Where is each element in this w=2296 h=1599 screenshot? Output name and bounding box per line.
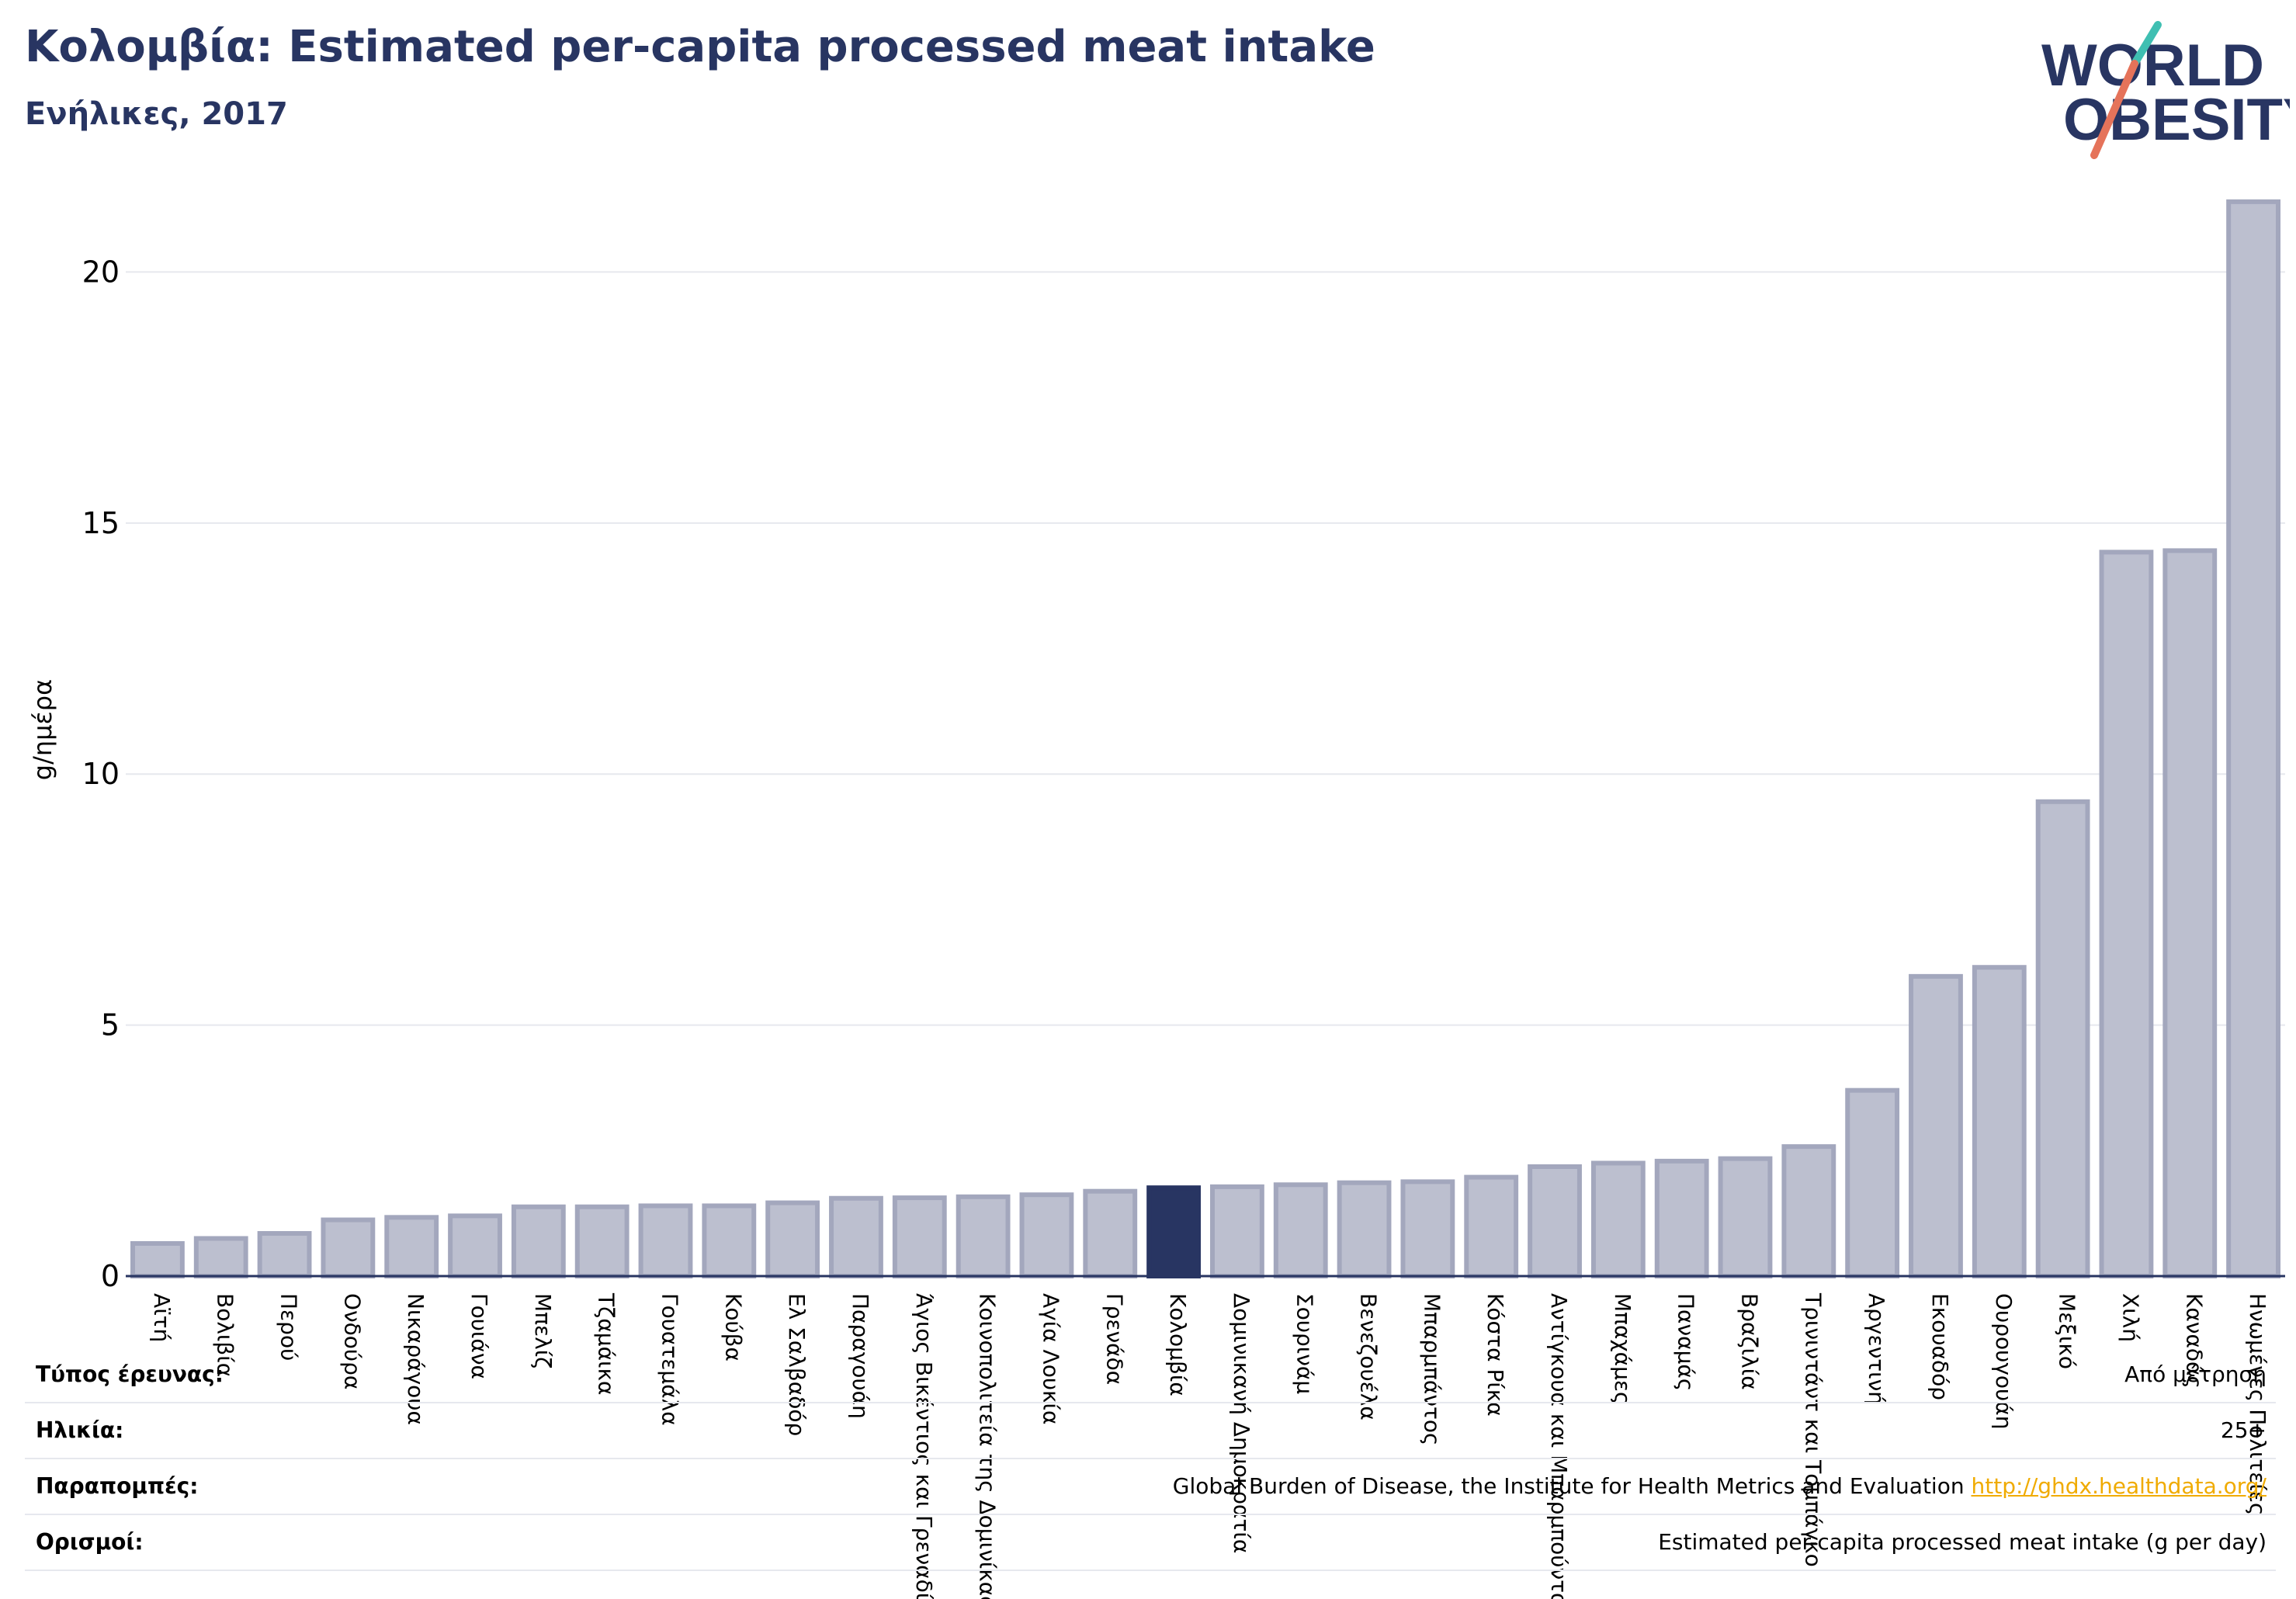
info-row-survey-type: Τύπος έρευνας: Από μέτρηση (25, 1348, 2276, 1403)
bar (1083, 1188, 1138, 1278)
x-tick-label: Μπελίζ (530, 1293, 556, 1368)
bar (892, 1195, 947, 1279)
x-tick-label: Ελ Σαλβαδόρ (784, 1293, 810, 1436)
x-tick-label: Ηνωμένες Πολιτείες (2245, 1293, 2270, 1515)
bar (956, 1194, 1011, 1279)
x-tick-label: Κόστα Ρίκα (1483, 1293, 1508, 1417)
reference-link[interactable]: http://ghdx.healthdata.org/ (1971, 1473, 2267, 1499)
bar (638, 1203, 693, 1279)
bar (1909, 973, 1963, 1278)
bar (130, 1240, 185, 1279)
bar (384, 1215, 439, 1278)
x-tick-label: Βενεζουέλα (1356, 1293, 1382, 1420)
x-tick-label: Μεξικό (2055, 1293, 2080, 1369)
bar (829, 1195, 883, 1278)
bar (2035, 799, 2090, 1278)
x-tick-label: Βραζιλία (1737, 1293, 1763, 1390)
info-value-references: Global Burden of Disease, the Institute … (1173, 1473, 2267, 1499)
bars (130, 199, 2280, 1279)
x-axis-labels: Αϊτή Βολιβία Περού Ονδούρα Νικαράγουα Γουιάνα… (149, 1292, 2270, 1599)
bar (1781, 1144, 1836, 1278)
bar (2099, 550, 2154, 1278)
x-tick-label: Μπαρμπάντος (1419, 1293, 1445, 1445)
info-row-age: Ηλικία: 25+ (25, 1403, 2276, 1459)
info-value: Estimated per-capita processed meat inta… (1658, 1529, 2267, 1555)
bar (702, 1203, 757, 1279)
x-tick-label: Παναμάς (1673, 1293, 1699, 1391)
x-tick-label: Γουιάνα (466, 1293, 492, 1379)
info-label: Ηλικία: (36, 1417, 124, 1443)
x-tick-label: Ουρουγουάη (1991, 1293, 2017, 1429)
bar (193, 1236, 248, 1279)
y-axis-ticks: 0 5 10 15 20 (82, 255, 120, 1293)
bar (511, 1204, 566, 1279)
bar (1210, 1184, 1264, 1279)
bar (1528, 1164, 1582, 1278)
y-tick-label: 0 (101, 1259, 120, 1293)
x-tick-label: Δομινικανή Δημοκρατία (1229, 1293, 1254, 1553)
bar (574, 1204, 629, 1279)
x-tick-label: Γουατεμάλα (657, 1293, 683, 1426)
bar (1400, 1179, 1455, 1279)
x-tick-label: Παραγουάη (848, 1293, 873, 1419)
bar (765, 1200, 820, 1279)
x-tick-label: Τρινιντάντ και Τομπάγκο (1800, 1292, 1826, 1567)
x-tick-label: Καναδάς (2181, 1293, 2207, 1389)
y-tick-label: 15 (82, 506, 120, 540)
bar (321, 1217, 376, 1279)
x-tick-label: Αντίγκουα και Μπαρμπούντα (1546, 1293, 1572, 1599)
bar (448, 1213, 502, 1279)
x-tick-label: Άγιος Βικέντιος και Γρεναδίνες (911, 1293, 937, 1599)
y-tick-label: 5 (101, 1008, 120, 1042)
logo-slash-teal-icon (2131, 21, 2162, 68)
x-tick-label: Βολιβία (213, 1293, 238, 1377)
bar (1019, 1192, 1074, 1279)
info-value: Από μέτρηση (2124, 1361, 2267, 1387)
x-tick-label: Χιλή (2117, 1293, 2143, 1342)
bar (1718, 1156, 1773, 1278)
bar (2226, 199, 2280, 1278)
x-tick-label: Εκουαδόρ (1927, 1293, 1953, 1400)
reference-text: Global Burden of Disease, the Institute … (1172, 1473, 1972, 1499)
info-row-references: Παραπομπές: Global Burden of Disease, th… (25, 1459, 2276, 1515)
bar (1146, 1185, 1201, 1279)
x-tick-label: Αϊτή (149, 1293, 175, 1342)
bar (1972, 965, 2027, 1278)
bar (1654, 1158, 1709, 1279)
chart-title: Κολομβία: Estimated per-capita processed… (25, 22, 1375, 72)
info-row-definitions: Ορισμοί: Estimated per-capita processed … (25, 1515, 2276, 1571)
info-label: Παραπομπές: (36, 1473, 199, 1499)
y-tick-label: 10 (82, 757, 120, 791)
logo-text-world: WORLD (2041, 33, 2264, 99)
info-label: Τύπος έρευνας: (36, 1361, 224, 1387)
info-label: Ορισμοί: (36, 1529, 144, 1555)
x-tick-label: Ονδούρα (339, 1293, 365, 1389)
logo-slash-coral-icon (2090, 60, 2138, 159)
x-tick-label: Κοινοπολιτεία της Δομινίκας (975, 1293, 1001, 1599)
y-axis-label: g/ημέρα (28, 679, 57, 780)
x-tick-label: Γρενάδα (1101, 1293, 1127, 1385)
bar (257, 1231, 312, 1279)
bar (1464, 1174, 1519, 1278)
world-obesity-logo[interactable]: WORLD OBESITY (2018, 16, 2290, 171)
info-value: 25+ (2220, 1417, 2267, 1443)
x-tick-label: Περού (276, 1293, 302, 1361)
chart-gridlines (126, 271, 2285, 1026)
chart-subtitle: Ενήλικες, 2017 (25, 96, 288, 132)
x-tick-label: Μπαχάμες (1610, 1293, 1635, 1405)
x-tick-label: Σουρινάμ (1292, 1293, 1318, 1394)
x-tick-label: Κούβα (720, 1293, 746, 1361)
info-table: Τύπος έρευνας: Από μέτρηση Ηλικία: 25+ Π… (25, 1348, 2276, 1571)
y-tick-label: 20 (82, 255, 120, 289)
bar (1845, 1087, 1900, 1279)
bar (1273, 1182, 1328, 1279)
bar (1590, 1160, 1646, 1279)
x-tick-label: Τζαμάικα (594, 1292, 619, 1396)
x-tick-label: Κολομβία (1165, 1293, 1191, 1396)
bar (1337, 1180, 1392, 1279)
bar (2162, 548, 2218, 1278)
x-tick-label: Αργεντινή (1864, 1293, 1889, 1405)
